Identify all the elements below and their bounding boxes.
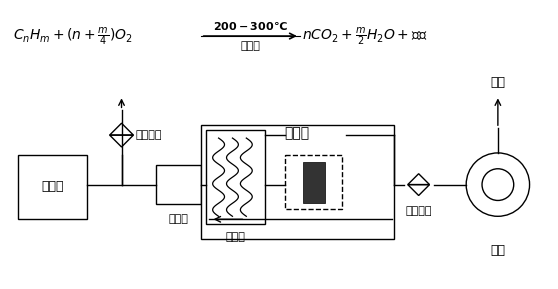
- Text: 废气源: 废气源: [41, 180, 64, 193]
- FancyBboxPatch shape: [156, 165, 201, 204]
- Text: $\mathit{C_nH_m}+(n+\frac{\mathit{m}}{4})\mathit{O_2}$: $\mathit{C_nH_m}+(n+\frac{\mathit{m}}{4}…: [13, 25, 132, 47]
- Text: $\mathit{nCO_2}+\frac{\mathit{m}}{2}\mathit{H_2O}+$热量: $\mathit{nCO_2}+\frac{\mathit{m}}{2}\mat…: [302, 25, 427, 47]
- Text: 催化室: 催化室: [285, 126, 310, 140]
- Text: 换热器: 换热器: [225, 232, 246, 242]
- Text: 排空阀门: 排空阀门: [136, 130, 162, 140]
- Text: $\mathbf{200-300℃}$: $\mathbf{200-300℃}$: [213, 20, 288, 32]
- Text: 排空阀门: 排空阀门: [406, 206, 432, 216]
- FancyBboxPatch shape: [285, 155, 343, 209]
- Text: 排放: 排放: [490, 76, 506, 89]
- FancyBboxPatch shape: [303, 162, 325, 203]
- Text: 风机: 风机: [490, 244, 506, 257]
- FancyBboxPatch shape: [17, 155, 87, 219]
- FancyBboxPatch shape: [201, 125, 394, 239]
- Text: 阻火器: 阻火器: [169, 214, 189, 224]
- FancyBboxPatch shape: [206, 130, 265, 224]
- Text: 催化剂: 催化剂: [240, 41, 260, 51]
